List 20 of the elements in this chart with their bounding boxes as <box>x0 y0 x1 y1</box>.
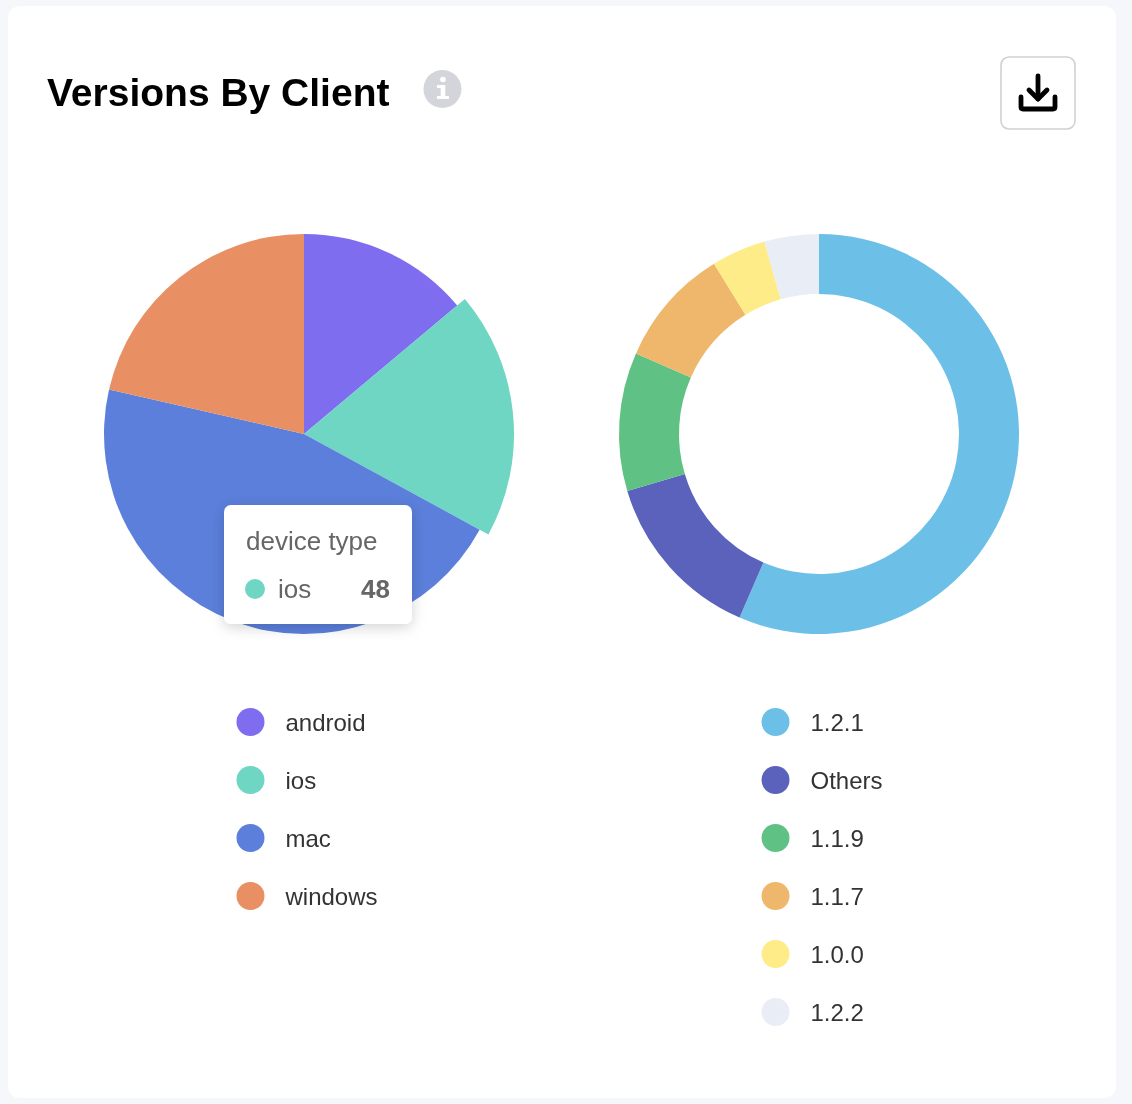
legend-label: mac <box>285 824 331 852</box>
donut-slice <box>619 353 691 491</box>
donut-slice <box>739 234 1019 634</box>
donut-slice <box>627 473 764 618</box>
legend-label: windows <box>284 882 378 910</box>
legend-label: 1.2.1 <box>810 708 864 736</box>
data-label: 48 <box>361 574 390 604</box>
legend-label: 1.0.0 <box>810 940 864 968</box>
donut-slice <box>764 234 819 300</box>
legend-label: android <box>285 708 366 736</box>
legend-label: ios <box>278 574 312 604</box>
legend-label: 1.1.7 <box>810 882 864 910</box>
donut-slice <box>635 263 746 378</box>
legend-label: Others <box>810 766 883 794</box>
legend-label: 1.2.2 <box>810 998 864 1026</box>
category-label: ios <box>285 766 317 794</box>
chart-title: Versions By Client <box>47 71 390 114</box>
text: device type <box>246 526 378 556</box>
legend-label: 1.1.9 <box>810 824 864 852</box>
donut-slice <box>713 241 781 315</box>
